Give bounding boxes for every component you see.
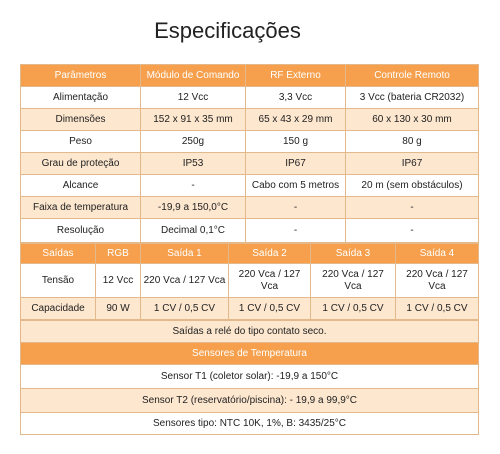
row: Sensor T2 (reservatório/piscina): - 19,9… [20, 388, 479, 413]
header-cell: Controle Remoto [345, 64, 479, 87]
cell: 80 g [345, 130, 479, 153]
cell: 220 Vca / 127 Vca [395, 263, 479, 298]
header-row: Parâmetros Módulo de Comando RF Externo Con… [20, 64, 479, 87]
header-cell: Sensores de Temperatura [20, 342, 479, 365]
row: Peso 250g 150 g 80 g [20, 130, 479, 153]
cell: - [140, 174, 246, 197]
row: Resolução Decimal 0,1°C - - [20, 218, 479, 243]
header-cell: Saída 2 [228, 243, 311, 264]
row: Grau de proteção IP53 IP67 IP67 [20, 152, 479, 175]
cell: Sensor T2 (reservatório/piscina): - 19,9… [20, 388, 479, 413]
cell: IP67 [245, 152, 346, 175]
cell: - [345, 196, 479, 219]
cell: 220 Vca / 127 Vca [140, 263, 229, 298]
header-row: Saídas RGB Saída 1 Saída 2 Saída 3 Saída 4 [20, 243, 479, 264]
cell: 152 x 91 x 35 mm [140, 108, 246, 131]
cell: IP53 [140, 152, 246, 175]
cell: 3,3 Vcc [245, 86, 346, 109]
cell: 20 m (sem obstáculos) [345, 174, 479, 197]
row: Sensor T1 (coletor solar): -19,9 a 150°C [20, 364, 479, 389]
note-row: Saídas a relé do tipo contato seco. [20, 320, 479, 343]
header-cell: Módulo de Comando [140, 64, 246, 87]
cell: 1 CV / 0,5 CV [310, 297, 396, 320]
header-cell: Saída 4 [395, 243, 479, 264]
header-row: Sensores de Temperatura [20, 342, 479, 365]
row: Sensores tipo: NTC 10K, 1%, B: 3435/25°C [20, 412, 479, 435]
cell: 1 CV / 0,5 CV [395, 297, 479, 320]
row: Alcance - Cabo com 5 metros 20 m (sem obstá… [20, 174, 479, 197]
cell: Cabo com 5 metros [245, 174, 346, 197]
table: Saídas a relé do tipo contato seco. Senso… [20, 320, 479, 435]
cell: Faixa de temperatura [20, 196, 141, 219]
cell: 1 CV / 0,5 CV [140, 297, 229, 320]
table: Parâmetros Módulo de Comando RF Externo Con… [20, 64, 479, 243]
cell: 65 x 43 x 29 mm [245, 108, 346, 131]
row: Alimentação 12 Vcc 3,3 Vcc 3 Vcc (bateria C… [20, 86, 479, 109]
row: Faixa de temperatura -19,9 a 150,0°C - - [20, 196, 479, 219]
header-cell: Saída 1 [140, 243, 229, 264]
cell: 220 Vca / 127 Vca [228, 263, 311, 298]
cell: 150 g [245, 130, 346, 153]
header-cell: RF Externo [245, 64, 346, 87]
cell: Capacidade [20, 297, 96, 320]
cell: - [245, 196, 346, 219]
row: Tensão 12 Vcc 220 Vca / 127 Vca 220 Vca / 1… [20, 263, 479, 298]
header-cell: Parâmetros [20, 64, 141, 87]
cell: Sensores tipo: NTC 10K, 1%, B: 3435/25°C [20, 412, 479, 435]
row: Dimensões 152 x 91 x 35 mm 65 x 43 x 29 mm… [20, 108, 479, 131]
cell: Peso [20, 130, 141, 153]
cell: 220 Vca / 127 Vca [310, 263, 396, 298]
cell: Resolução [20, 218, 141, 243]
cell: - [345, 218, 479, 243]
cell: Dimensões [20, 108, 141, 131]
header-cell: RGB [95, 243, 141, 264]
cell: -19,9 a 150,0°C [140, 196, 246, 219]
cell: IP67 [345, 152, 479, 175]
table: Saídas RGB Saída 1 Saída 2 Saída 3 Saída 4 Ten… [20, 243, 479, 320]
cell: 12 Vcc [95, 263, 141, 298]
cell: Tensão [20, 263, 96, 298]
spec-tables: Parâmetros Módulo de Comando RF Externo Con… [20, 64, 479, 435]
cell: - [245, 218, 346, 243]
cell: Decimal 0,1°C [140, 218, 246, 243]
header-cell: Saída 3 [310, 243, 396, 264]
cell: Alcance [20, 174, 141, 197]
note: Saídas a relé do tipo contato seco. [20, 320, 479, 343]
cell: 1 CV / 0,5 CV [228, 297, 311, 320]
cell: 3 Vcc (bateria CR2032) [345, 86, 479, 109]
cell: 60 x 130 x 30 mm [345, 108, 479, 131]
cell: 250g [140, 130, 246, 153]
cell: Grau de proteção [20, 152, 141, 175]
page-title: Especificações [154, 18, 301, 43]
cell: 12 Vcc [140, 86, 246, 109]
cell: Sensor T1 (coletor solar): -19,9 a 150°C [20, 364, 479, 389]
cell: Alimentação [20, 86, 141, 109]
header-cell: Saídas [20, 243, 96, 264]
cell: 90 W [95, 297, 141, 320]
